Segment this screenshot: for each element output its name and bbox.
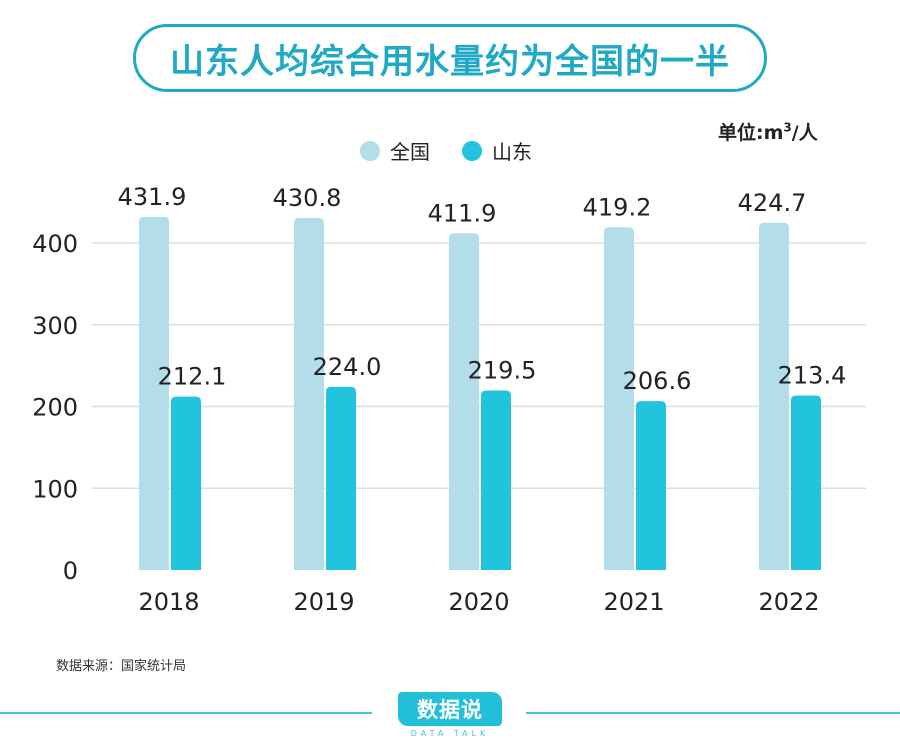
unit-superscript: 3: [783, 120, 792, 135]
unit-label: 单位:m3/人: [718, 118, 818, 145]
footer-divider-left: [0, 712, 372, 714]
y-tick-label: 400: [32, 230, 78, 258]
bar-national: [759, 222, 789, 571]
data-label: 430.8: [273, 184, 342, 212]
data-label: 219.5: [468, 357, 537, 385]
data-label: 424.7: [738, 189, 807, 217]
bar-shandong: [171, 396, 201, 570]
x-tick-label: 2020: [448, 588, 509, 616]
brand-logo: 数据说 DATA TALK: [390, 692, 510, 742]
data-label: 419.2: [583, 193, 652, 221]
logo-badge: 数据说: [398, 692, 502, 726]
unit-prefix: 单位:m: [718, 122, 784, 144]
data-label: 431.9: [118, 183, 187, 211]
legend-dot-national-icon: [360, 140, 380, 161]
bar-national: [604, 227, 634, 570]
y-tick-label: 200: [32, 394, 78, 422]
logo-subtitle: DATA TALK: [410, 729, 490, 738]
y-tick-label: 100: [32, 475, 78, 503]
legend-label-national: 全国: [390, 140, 430, 164]
bar-shandong: [326, 386, 356, 570]
unit-suffix: /人: [791, 122, 818, 144]
data-label: 212.1: [158, 363, 227, 391]
y-tick-label: 300: [32, 312, 78, 340]
data-label: 206.6: [623, 367, 692, 395]
x-tick-label: 2019: [293, 588, 354, 616]
data-label: 213.4: [778, 362, 847, 390]
legend: 全国 山东: [360, 136, 564, 165]
bar-national: [139, 216, 169, 570]
x-tick-label: 2021: [603, 588, 664, 616]
y-tick-label: 0: [63, 557, 78, 585]
title-banner: 山东人均综合用水量约为全国的一半: [133, 24, 767, 92]
bar-national: [449, 233, 479, 571]
data-source: 数据来源：国家统计局: [56, 659, 187, 674]
legend-label-shandong: 山东: [492, 140, 532, 164]
legend-dot-shandong-icon: [462, 140, 482, 161]
bar-shandong: [791, 395, 821, 570]
chart-title: 山东人均综合用水量约为全国的一半: [170, 41, 730, 82]
x-tick-label: 2018: [138, 588, 199, 616]
data-label: 411.9: [428, 199, 497, 227]
data-label: 224.0: [313, 353, 382, 381]
bar-chart: 0 100 200 300 400 431.9 212.1 2018 430.8 224.0 201…: [32, 183, 866, 616]
bar-shandong: [636, 401, 666, 570]
footer-divider-right: [526, 712, 900, 714]
legend-item-national: 全国: [360, 136, 430, 165]
x-tick-label: 2022: [758, 588, 819, 616]
bar-national: [294, 217, 324, 571]
bar-shandong: [481, 390, 511, 570]
legend-item-shandong: 山东: [462, 136, 532, 165]
